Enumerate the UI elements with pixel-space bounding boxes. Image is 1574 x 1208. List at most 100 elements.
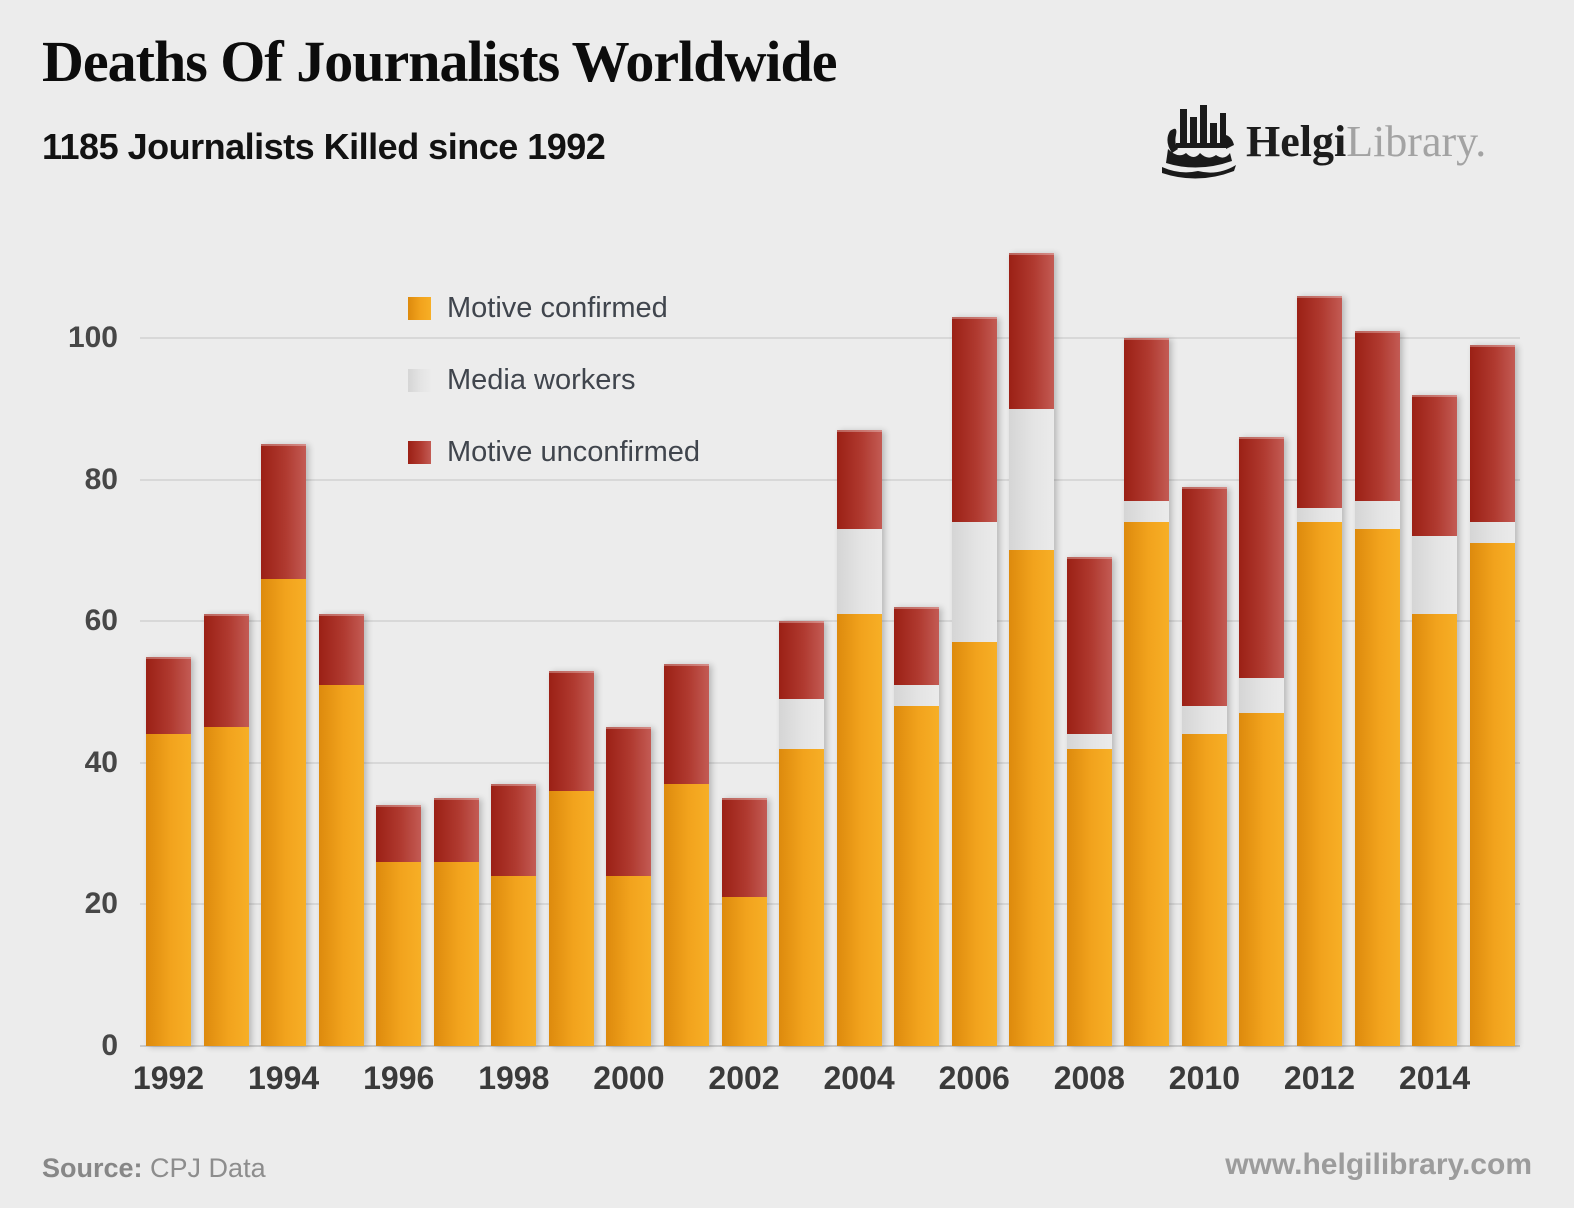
bar-2000-segment-motive-unconfirmed [606, 727, 652, 877]
bar-2006 [951, 316, 997, 1046]
bar-1999-segment-motive-confirmed [548, 791, 594, 1046]
bar-2005 [894, 607, 940, 1046]
bar-2003 [779, 621, 825, 1046]
source-attribution: Source: CPJ Data [42, 1150, 266, 1186]
bar-1999 [548, 670, 594, 1046]
bar-2006-segment-motive-unconfirmed [951, 316, 997, 523]
bar-1995-segment-motive-unconfirmed [318, 614, 364, 685]
bar-2013-segment-motive-unconfirmed [1354, 330, 1400, 501]
helgi-library-logo: HelgiLibrary. [1160, 96, 1520, 186]
legend-label: Media workers [447, 363, 636, 396]
x-tick-label-2014: 2014 [1399, 1060, 1471, 1096]
website-url: www.helgilibrary.com [1225, 1148, 1532, 1181]
bar-1997-segment-motive-confirmed [433, 861, 479, 1046]
y-tick-label-20: 20 [84, 887, 118, 921]
bar-1992 [146, 656, 191, 1046]
bar-2015-segment-motive-confirmed [1469, 543, 1515, 1046]
legend-label: Motive unconfirmed [447, 435, 701, 468]
legend-item-motive-unconfirmed: Motive unconfirmed [408, 416, 700, 488]
bar-2002-segment-motive-unconfirmed [721, 798, 767, 898]
bar-2000-segment-motive-confirmed [606, 876, 652, 1046]
bar-1998-segment-motive-unconfirmed [491, 784, 537, 877]
y-tick-label-40: 40 [84, 745, 118, 779]
y-tick-label-80: 80 [84, 462, 118, 496]
bar-2011-segment-motive-confirmed [1239, 713, 1285, 1046]
bar-2005-segment-media-workers [894, 684, 940, 707]
bar-1996 [376, 805, 422, 1046]
bar-1998 [491, 784, 537, 1046]
x-tick-label-2006: 2006 [938, 1060, 1010, 1096]
x-tick-label-2012: 2012 [1283, 1060, 1356, 1096]
source-value: CPJ Data [150, 1153, 266, 1183]
bar-2015-segment-media-workers [1469, 522, 1515, 544]
bar-2003-segment-motive-unconfirmed [779, 621, 825, 700]
bar-1993 [203, 614, 249, 1046]
gridline-y-0 [140, 1045, 1520, 1047]
bar-1994 [261, 444, 307, 1046]
bar-2004-segment-motive-confirmed [836, 614, 882, 1046]
bar-2008-segment-motive-unconfirmed [1066, 557, 1112, 735]
bar-2009-segment-media-workers [1124, 500, 1170, 523]
bar-2002-segment-motive-confirmed [721, 897, 767, 1046]
bar-2007-segment-media-workers [1009, 408, 1055, 551]
bar-2010 [1181, 486, 1227, 1046]
x-tick-label-1992: 1992 [132, 1060, 205, 1096]
bar-2013-segment-motive-confirmed [1354, 529, 1400, 1046]
viking-ship-bar-chart-icon [1162, 105, 1236, 179]
gridline-y-40 [140, 761, 1520, 764]
bar-2010-segment-motive-unconfirmed [1181, 486, 1227, 707]
bar-2008-segment-media-workers [1066, 734, 1112, 749]
bar-1992-segment-motive-confirmed [146, 734, 191, 1046]
logo-brand: Helgi [1246, 116, 1347, 166]
gridline-y-20 [140, 903, 1520, 906]
bar-2008 [1066, 557, 1112, 1046]
bar-2010-segment-motive-confirmed [1181, 734, 1227, 1046]
bar-2000 [606, 727, 652, 1046]
bar-2001-segment-motive-confirmed [663, 784, 709, 1046]
x-tick-label-2002: 2002 [708, 1060, 780, 1096]
gridline-y-60 [140, 620, 1520, 623]
bar-2005-segment-motive-confirmed [894, 706, 940, 1046]
bar-2002 [721, 798, 767, 1046]
bar-1996-segment-motive-confirmed [376, 861, 422, 1046]
bar-2014-segment-motive-unconfirmed [1412, 394, 1458, 537]
x-tick-label-1994: 1994 [248, 1060, 320, 1096]
bar-2007-segment-motive-unconfirmed [1009, 253, 1055, 409]
bar-1993-segment-motive-confirmed [203, 727, 249, 1046]
bar-2014-segment-media-workers [1412, 536, 1458, 615]
page-title: Deaths Of Journalists Worldwide [42, 29, 838, 94]
bar-2003-segment-motive-confirmed [779, 748, 825, 1046]
bar-2012-segment-media-workers [1297, 507, 1342, 523]
y-tick-label-60: 60 [84, 604, 118, 638]
x-tick-label-2010: 2010 [1168, 1060, 1240, 1096]
bar-2010-segment-media-workers [1181, 706, 1227, 735]
legend-item-motive-confirmed: Motive confirmed [408, 272, 700, 344]
bar-2012-segment-motive-confirmed [1297, 522, 1342, 1046]
bar-2011 [1239, 437, 1285, 1046]
bar-2004 [836, 430, 882, 1046]
chart-legend: Motive confirmed Media workers Motive un… [408, 272, 700, 488]
x-tick-label-2000: 2000 [593, 1060, 665, 1096]
bar-2013-segment-media-workers [1354, 500, 1400, 530]
bar-2001 [663, 663, 709, 1046]
bar-2015-segment-motive-unconfirmed [1469, 345, 1515, 523]
bar-2009-segment-motive-confirmed [1124, 522, 1170, 1046]
x-tick-label-2004: 2004 [823, 1060, 895, 1096]
legend-item-media-workers: Media workers [408, 344, 700, 416]
bar-1992-segment-motive-unconfirmed [146, 656, 191, 735]
page-subtitle: 1185 Journalists Killed since 1992 [42, 126, 606, 167]
x-tick-label-1996: 1996 [363, 1060, 435, 1096]
legend-swatch-media-workers [408, 368, 431, 392]
bar-2004-segment-motive-unconfirmed [836, 430, 882, 530]
bar-2011-segment-media-workers [1239, 677, 1285, 714]
bar-1993-segment-motive-unconfirmed [203, 614, 249, 728]
bar-1995 [318, 614, 364, 1046]
y-tick-label-0: 0 [101, 1029, 118, 1062]
legend-swatch-motive-confirmed [408, 296, 431, 320]
bar-2003-segment-media-workers [779, 699, 825, 749]
bar-2008-segment-motive-confirmed [1066, 748, 1112, 1046]
bar-2013 [1354, 330, 1400, 1046]
bar-2012 [1297, 295, 1342, 1046]
bar-2011-segment-motive-unconfirmed [1239, 437, 1285, 678]
